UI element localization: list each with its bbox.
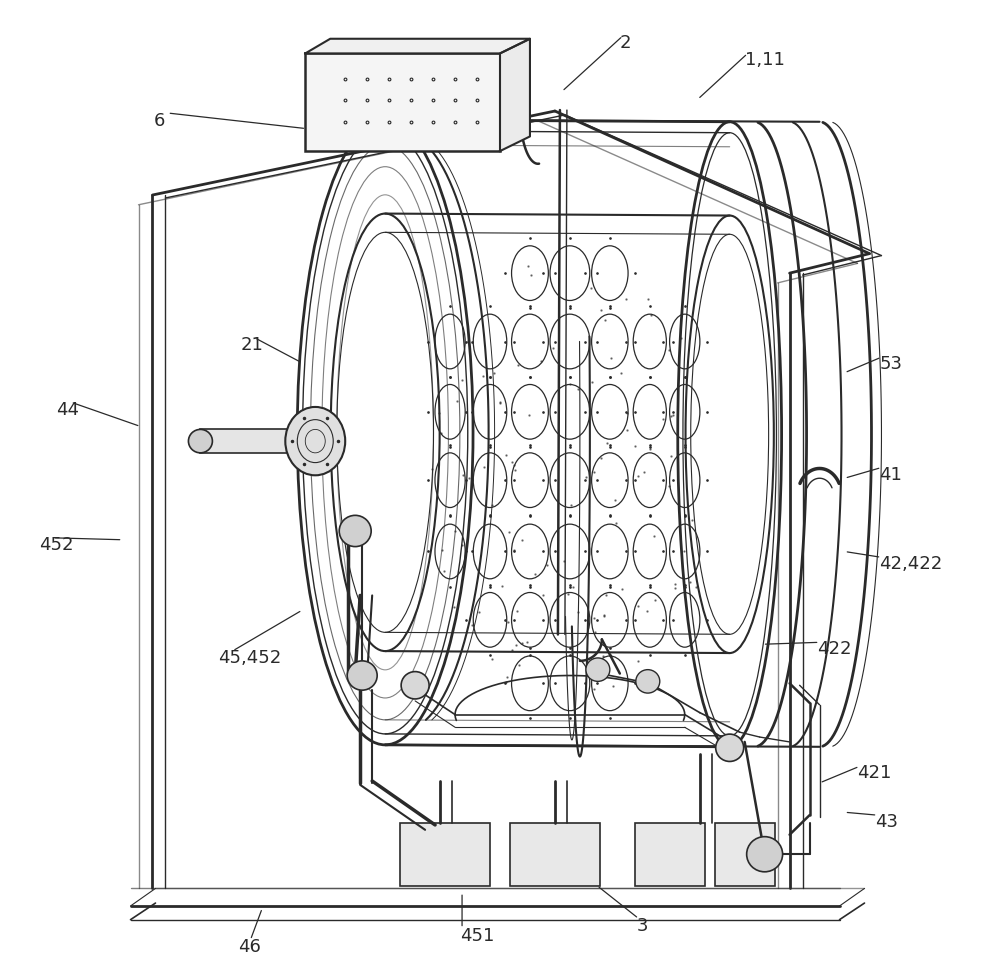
Ellipse shape <box>586 658 610 682</box>
Ellipse shape <box>339 516 371 547</box>
Text: 44: 44 <box>56 401 79 419</box>
Ellipse shape <box>285 407 345 476</box>
Ellipse shape <box>401 672 429 700</box>
Text: 6: 6 <box>153 112 165 130</box>
Text: 42,422: 42,422 <box>879 555 943 573</box>
Bar <box>635 824 705 886</box>
Text: 21: 21 <box>240 335 263 354</box>
Text: 422: 422 <box>818 640 852 658</box>
Ellipse shape <box>347 661 377 691</box>
Ellipse shape <box>636 670 660 694</box>
Ellipse shape <box>716 735 744 762</box>
Bar <box>305 55 500 151</box>
Text: 41: 41 <box>879 465 902 483</box>
Text: 3: 3 <box>637 915 648 934</box>
Bar <box>715 824 775 886</box>
Text: 1,11: 1,11 <box>745 52 785 69</box>
Text: 451: 451 <box>460 925 494 944</box>
Bar <box>200 430 315 453</box>
Text: 43: 43 <box>875 813 898 830</box>
Bar <box>510 824 600 886</box>
Text: 46: 46 <box>238 937 261 956</box>
Text: 421: 421 <box>858 764 892 782</box>
Text: 452: 452 <box>39 535 73 553</box>
Ellipse shape <box>747 836 783 871</box>
Text: 53: 53 <box>879 355 902 373</box>
Text: 2: 2 <box>620 34 631 52</box>
Polygon shape <box>305 40 530 55</box>
Ellipse shape <box>188 430 212 453</box>
Bar <box>400 824 490 886</box>
Text: 45,452: 45,452 <box>218 649 282 666</box>
Polygon shape <box>500 40 530 151</box>
